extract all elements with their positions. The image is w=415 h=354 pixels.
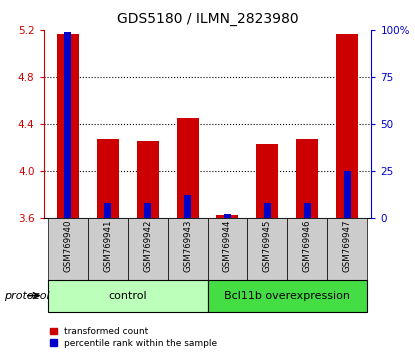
Bar (88, 218, 127, 280)
Bar (337, 34, 359, 218)
Bar (288, 218, 327, 280)
Text: GSM769941: GSM769941 (103, 219, 112, 272)
Title: GDS5180 / ILMN_2823980: GDS5180 / ILMN_2823980 (117, 12, 298, 26)
Text: GSM769942: GSM769942 (143, 219, 152, 272)
Text: GSM769947: GSM769947 (343, 219, 352, 272)
Text: protocol: protocol (4, 291, 50, 301)
Bar (48, 218, 88, 280)
Text: GSM769943: GSM769943 (183, 219, 192, 272)
Legend: transformed count, percentile rank within the sample: transformed count, percentile rank withi… (48, 325, 219, 349)
Bar (208, 280, 367, 312)
Bar (224, 214, 231, 218)
Text: GSM769940: GSM769940 (63, 219, 72, 272)
Text: control: control (108, 291, 147, 301)
Bar (127, 218, 168, 280)
Bar (217, 215, 239, 218)
Bar (56, 34, 78, 218)
Text: Bcl11b overexpression: Bcl11b overexpression (225, 291, 350, 301)
Bar (64, 32, 71, 218)
Bar (144, 203, 151, 218)
Bar (176, 118, 198, 218)
Bar (327, 218, 367, 280)
Bar (184, 195, 191, 218)
Bar (97, 139, 119, 218)
Bar (256, 144, 278, 218)
Text: GSM769944: GSM769944 (223, 219, 232, 272)
Bar (208, 218, 247, 280)
Bar (304, 203, 311, 218)
Bar (296, 139, 318, 218)
Bar (344, 171, 351, 218)
Text: GSM769946: GSM769946 (303, 219, 312, 272)
Bar (264, 203, 271, 218)
Text: GSM769945: GSM769945 (263, 219, 272, 272)
Bar (247, 218, 288, 280)
Bar (48, 280, 208, 312)
Bar (104, 203, 111, 218)
Bar (137, 142, 159, 218)
Bar (168, 218, 208, 280)
